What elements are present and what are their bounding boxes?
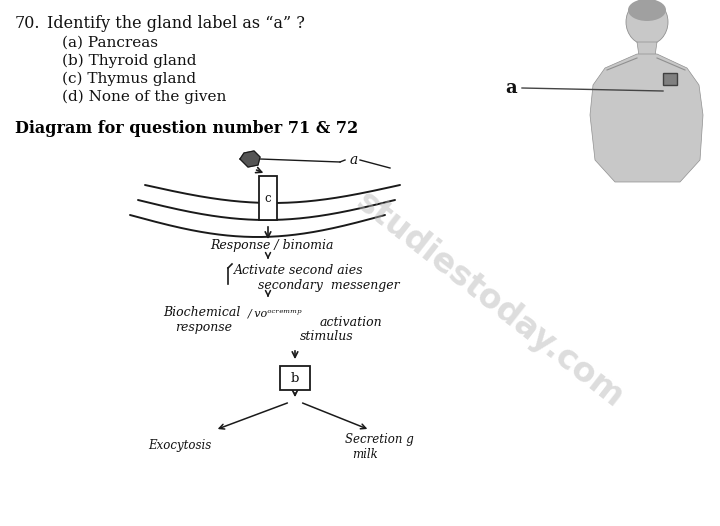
Text: 70.: 70. — [15, 15, 40, 32]
Text: Diagram for question number 71 & 72: Diagram for question number 71 & 72 — [15, 120, 359, 137]
Polygon shape — [590, 54, 703, 182]
Text: (b) Thyroid gland: (b) Thyroid gland — [62, 54, 197, 68]
Text: Secretion g: Secretion g — [345, 433, 414, 447]
Text: Exocytosis: Exocytosis — [148, 439, 211, 451]
Text: Response / binomia: Response / binomia — [210, 239, 333, 252]
Text: Biochemical: Biochemical — [163, 307, 240, 319]
Text: milk: milk — [352, 449, 378, 461]
Text: secondary  messenger: secondary messenger — [258, 278, 400, 291]
Ellipse shape — [626, 0, 668, 45]
Text: b: b — [291, 371, 300, 385]
Polygon shape — [240, 151, 260, 167]
Text: stimulus: stimulus — [300, 329, 354, 342]
Text: response: response — [175, 320, 232, 333]
Text: Activate second aies: Activate second aies — [234, 265, 364, 278]
Text: c: c — [265, 191, 271, 205]
Text: studiestoday.com: studiestoday.com — [350, 185, 630, 414]
Text: (a) Pancreas: (a) Pancreas — [62, 36, 158, 50]
Text: (c) Thymus gland: (c) Thymus gland — [62, 72, 196, 86]
Text: Identify the gland label as “a” ?: Identify the gland label as “a” ? — [47, 15, 305, 32]
Text: activation: activation — [320, 316, 382, 329]
Bar — [280, 366, 310, 390]
Ellipse shape — [628, 0, 666, 21]
Polygon shape — [637, 42, 657, 56]
Text: a: a — [505, 79, 517, 97]
Bar — [259, 176, 277, 220]
Text: a: a — [350, 153, 359, 167]
Text: (d) None of the given: (d) None of the given — [62, 90, 226, 104]
Bar — [663, 73, 677, 85]
Text: / voᵒᶜʳᵉᵐᵐᵖ: / voᵒᶜʳᵉᵐᵐᵖ — [248, 308, 302, 318]
